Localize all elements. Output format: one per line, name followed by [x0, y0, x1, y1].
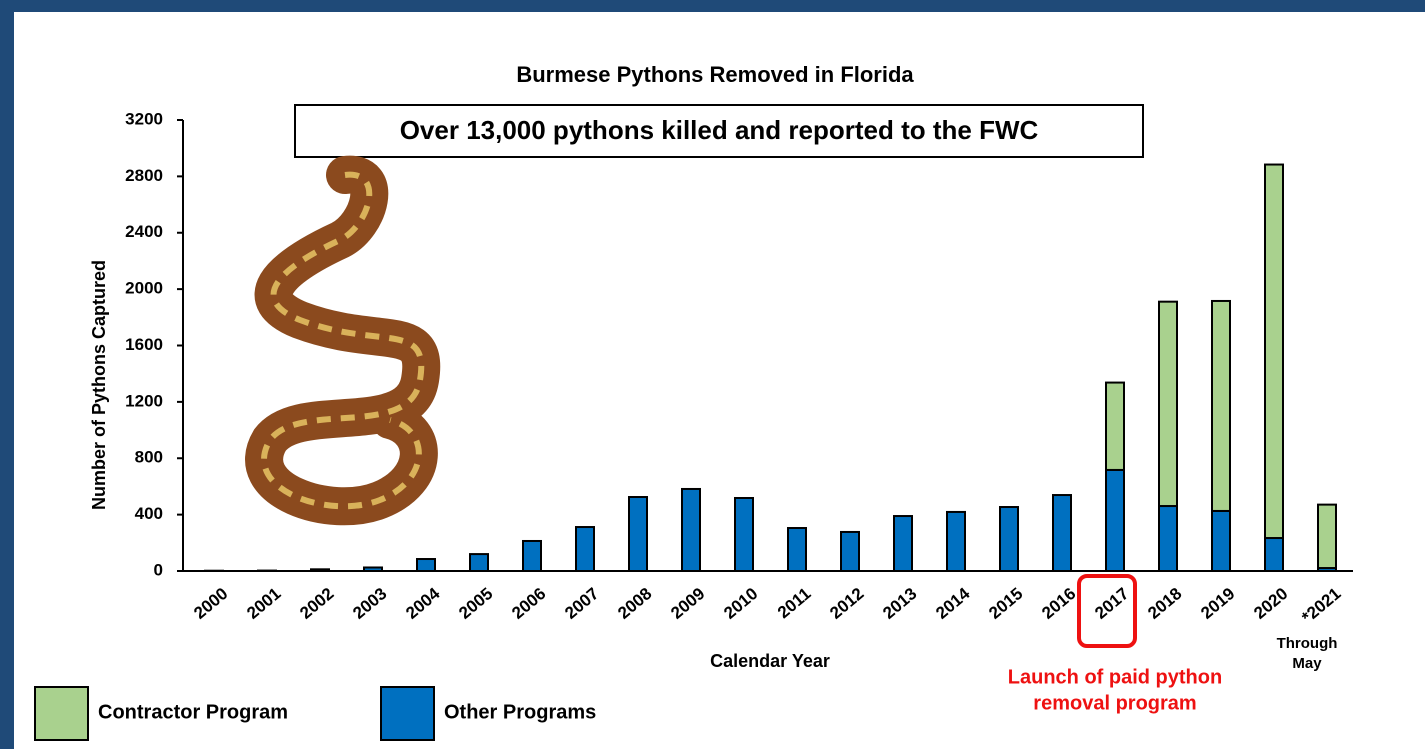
y-tick-label: 2800: [125, 166, 163, 185]
chart-title: Burmese Pythons Removed in Florida: [516, 62, 914, 87]
callout-text: Launch of paid python: [1008, 666, 1222, 688]
legend-label: Other Programs: [444, 701, 596, 723]
y-axis-title: Number of Pythons Captured: [89, 260, 109, 510]
headline: Over 13,000 pythons killed and reported …: [400, 115, 1039, 145]
bar-segment: [1159, 506, 1177, 571]
y-tick-label: 400: [135, 504, 163, 523]
bar-segment: [735, 498, 753, 571]
y-tick-label: 1200: [125, 391, 163, 410]
y-tick-label: 3200: [125, 109, 163, 128]
bar-segment: [1212, 301, 1230, 511]
bar-segment: [947, 512, 965, 571]
y-tick-label: 1600: [125, 335, 163, 354]
legend-swatch: [381, 687, 434, 740]
bar-segment: [629, 497, 647, 571]
bar-segment: [1212, 511, 1230, 571]
bar-segment: [788, 528, 806, 571]
bar-segment: [1053, 495, 1071, 571]
bar-segment: [470, 554, 488, 571]
y-tick-label: 0: [154, 560, 163, 579]
y-tick-label: 2000: [125, 279, 163, 298]
x-axis-title: Calendar Year: [710, 651, 830, 671]
y-tick-label: 800: [135, 448, 163, 467]
bar-segment: [682, 489, 700, 571]
bar-segment: [841, 532, 859, 571]
footnote-line: Through: [1277, 635, 1338, 652]
bar-segment: [1000, 507, 1018, 571]
bar-segment: [1106, 470, 1124, 571]
bar-segment: [523, 541, 541, 571]
bar-segment: [1106, 383, 1124, 470]
bar-segment: [1159, 302, 1177, 506]
footnote-line: May: [1292, 655, 1322, 672]
bar-segment: [1318, 505, 1336, 568]
bar-segment: [1265, 165, 1283, 538]
bar-segment: [1265, 538, 1283, 571]
bar-segment: [894, 516, 912, 571]
bar-segment: [576, 527, 594, 571]
callout-text: removal program: [1033, 692, 1196, 714]
legend-swatch: [35, 687, 88, 740]
bar-segment: [417, 559, 435, 571]
legend-label: Contractor Program: [98, 701, 288, 723]
y-tick-label: 2400: [125, 222, 163, 241]
